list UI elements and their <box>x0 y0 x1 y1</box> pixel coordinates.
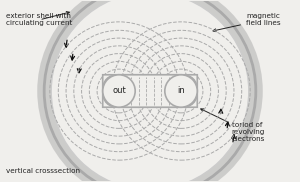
Text: out: out <box>112 86 126 96</box>
Text: in: in <box>177 86 185 96</box>
Circle shape <box>165 75 197 107</box>
Text: exterior shell with
circulating current: exterior shell with circulating current <box>6 11 73 26</box>
Text: vertical crosssection: vertical crosssection <box>6 168 80 174</box>
Circle shape <box>103 75 135 107</box>
FancyBboxPatch shape <box>103 75 197 107</box>
Text: magnetic
field lines: magnetic field lines <box>213 13 280 32</box>
Text: toriod of
revolving
electrons: toriod of revolving electrons <box>201 109 265 142</box>
FancyBboxPatch shape <box>103 75 197 107</box>
